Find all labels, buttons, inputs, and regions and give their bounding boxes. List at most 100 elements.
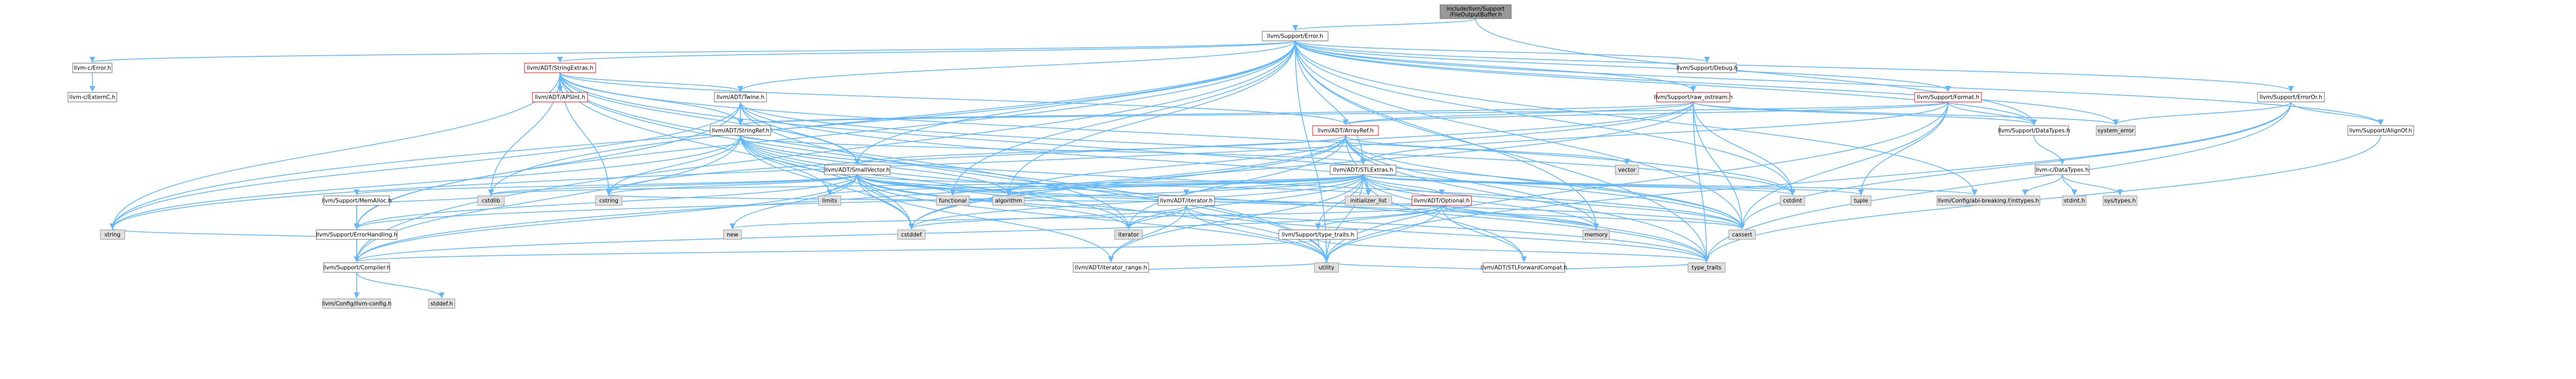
node-stlforward[interactable]: llvm/ADT/STLForwardCompat.h [1480,262,1567,273]
node-c_externc[interactable]: llvm-c/ExternC.h [67,92,117,102]
node-iterator: iterator [1114,229,1143,240]
node-box-optional [1411,195,1472,206]
edge-stringref-to-iterator [740,135,1132,230]
node-twine[interactable]: llvm/ADT/Twine.h [714,92,767,102]
edge-rawostream-to-cstddef [908,101,1694,230]
edge-stringextras-to-cassert [559,72,1745,230]
node-stringextras[interactable]: llvm/ADT/StringExtras.h [524,63,596,73]
node-c_datatypes[interactable]: llvm-c/DataTypes.h [2035,165,2090,175]
node-label-string: string [105,232,120,238]
node-compiler[interactable]: llvm/Support/Compiler.h [323,262,391,273]
node-cassert: cassert [1728,229,1756,240]
node-label-cstdlib: cstdlib [482,198,501,204]
node-box-format [1914,92,1982,102]
edge-rawostream-to-string [109,101,1694,230]
edge-format-to-cassert [1739,101,1949,230]
edge-stlextras-to-cstddef [908,174,1364,230]
node-label-stlextras: llvm/ADT/STLExtras.h [1333,167,1393,174]
node-smallvector[interactable]: llvm/ADT/SmallVector.h [824,165,891,175]
node-arrayref[interactable]: llvm/ADT/ArrayRef.h [1312,125,1379,136]
node-functional: functional [936,195,970,206]
node-utility: utility [1314,262,1339,273]
node-string: string [100,229,125,240]
node-label-optional: llvm/ADT/Optional.h [1414,198,1469,204]
edge-optional-to-utility [1323,205,1442,263]
node-apsint[interactable]: llvm/ADT/APSInt.h [532,92,588,102]
node-label-root: include/llvm/Support [1447,6,1505,12]
node-box-errhandling [316,229,398,240]
node-adtiterator[interactable]: llvm/ADT/iterator.h [1158,195,1215,206]
node-erroror[interactable]: llvm/Support/ErrorOr.h [2257,92,2325,102]
node-datatypes[interactable]: llvm/Support/DataTypes.h [1998,125,2070,136]
edge-adtiterator-to-iterator [1125,205,1187,230]
node-errhandling[interactable]: llvm/Support/ErrorHandling.h [316,229,398,240]
node-typetraitsh[interactable]: llvm/Support/type_traits.h [1278,229,1358,240]
node-stdint: stdint.h [2062,195,2087,206]
node-alignof[interactable]: llvm/Support/AlignOf.h [2347,125,2414,136]
node-box-iterrange [1073,262,1149,273]
edge-stlextras-to-limits [826,174,1364,196]
node-c_error[interactable]: llvm-c/Error.h [72,63,113,73]
edge-c_datatypes-to-stdint [2062,174,2078,196]
edge-error-to-stringextras [557,40,1296,63]
node-box-vector [1615,165,1639,175]
edge-adtiterator-to-iterrange [1108,205,1187,263]
edge-error-to-alignof [1295,40,2384,126]
edge-format-to-utility [1323,101,1949,263]
edge-stringextras-to-smallvector [559,72,860,165]
node-box-twine [714,92,767,102]
edge-rawostream-to-cassert [1693,101,1745,230]
node-box-cstdlib [477,195,505,206]
node-root[interactable]: include/llvm/Support/FileOutputBuffer.h [1440,4,1512,19]
edge-stringref-to-stlextras [740,135,1366,165]
node-label-cassert: cassert [1732,232,1752,238]
node-rawostream[interactable]: llvm/Support/raw_ostream.h [1654,92,1733,102]
node-label-cstdint: cstdint [1783,198,1802,204]
node-format[interactable]: llvm/Support/Format.h [1914,92,1982,102]
node-box-debug [1677,63,1737,73]
edge-format-to-tuple [1858,101,1949,196]
node-initlist: initializer_list [1345,195,1392,206]
edge-error-to-functional [950,40,1296,196]
node-error[interactable]: llvm/Support/Error.h [1262,31,1329,41]
edge-format-to-stringref [738,101,1949,126]
edge-error-to-smallvector [854,40,1296,165]
edge-erroror-to-systemerror [2113,101,2291,126]
node-box-functional [936,195,970,206]
edge-format-to-arrayref [1342,101,1949,126]
edge-optional-to-cassert [1441,205,1745,230]
edge-error-to-c_error [90,40,1296,63]
node-cstdlib: cstdlib [477,195,505,206]
node-optional[interactable]: llvm/ADT/Optional.h [1411,195,1472,206]
node-label-c_externc: llvm-c/ExternC.h [70,94,116,101]
edge-adtiterator-to-cstddef [908,205,1187,230]
node-iterrange[interactable]: llvm/ADT/iterator_range.h [1073,262,1149,273]
edge-smallvector-to-cstring [606,174,858,196]
node-label-abibreaking: llvm/Config/abi-breaking.h [1938,198,2012,204]
edge-smallvector-to-typetraits [857,174,1710,263]
edge-erroror-to-alignof [2290,101,2384,126]
edge-smallvector-to-cstddef [857,174,915,230]
node-stlextras[interactable]: llvm/ADT/STLExtras.h [1330,165,1397,175]
edge-stringextras-to-twine [559,72,744,92]
node-label-systemerror: system_error [2098,128,2134,134]
edge-stlextras-to-iterrange [1108,174,1364,263]
node-box-compiler [323,262,390,273]
node-box-limits [818,195,841,206]
node-memalloc[interactable]: llvm/Support/MemAlloc.h [322,195,392,206]
node-box-stlextras [1330,165,1397,175]
node-box-systypes [2103,195,2138,206]
edge-stlextras-to-abibreaking [1363,174,1977,196]
node-box-error [1262,31,1329,41]
node-debug[interactable]: llvm/Support/Debug.h [1676,63,1738,73]
node-algorithm: algorithm [992,195,1025,206]
node-stringref[interactable]: llvm/ADT/StringRef.h [710,125,771,136]
edge-adtiterator-to-typetraits [1186,205,1710,263]
edge-error-to-stlextras [1295,40,1366,165]
edge-smallvector-to-memalloc [354,174,858,196]
node-label-apsint: llvm/ADT/APSInt.h [535,94,585,101]
node-label-error: llvm/Support/Error.h [1267,33,1323,40]
node-box-alignof [2347,125,2414,136]
node-box-root [1440,4,1512,19]
edge-rawostream-to-cstring [606,101,1694,196]
